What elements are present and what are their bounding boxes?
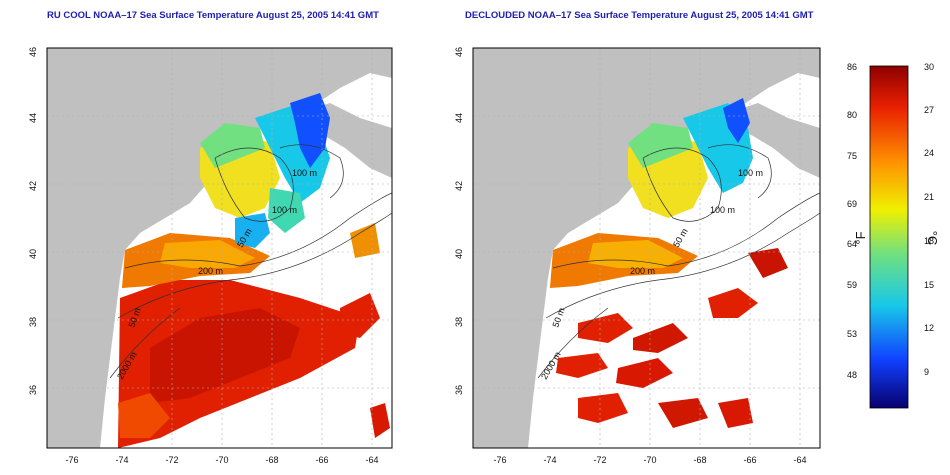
celsius-tick: 9 — [924, 367, 929, 377]
land-mass — [473, 48, 820, 448]
lon-tick-label: -70 — [643, 455, 656, 465]
contour-label: 100 m — [738, 168, 763, 178]
celsius-tick: 15 — [924, 280, 934, 290]
land-mass — [47, 48, 392, 448]
lon-tick-label: -76 — [65, 455, 78, 465]
lon-tick-label: -66 — [315, 455, 328, 465]
right-map-title: DECLOUDED NOAA–17 Sea Surface Temperatur… — [465, 10, 814, 21]
lon-tick-label: -68 — [693, 455, 706, 465]
celsius-tick: 12 — [924, 323, 934, 333]
lat-tick-label: 40 — [28, 249, 38, 259]
lat-tick-label: 38 — [454, 317, 464, 327]
lon-tick-label: -74 — [543, 455, 556, 465]
sst-field — [118, 93, 390, 448]
fahrenheit-tick: 80 — [847, 110, 857, 120]
lat-tick-label: 36 — [454, 385, 464, 395]
map-frame — [46, 47, 393, 449]
celsius-tick: 27 — [924, 105, 934, 115]
lon-tick-label: -72 — [593, 455, 606, 465]
fahrenheit-tick: 59 — [847, 280, 857, 290]
celsius-axis-label: °C — [925, 231, 940, 246]
lon-tick-label: -64 — [365, 455, 378, 465]
bathymetry-contours — [109, 144, 392, 379]
contour-label: 100 m — [710, 205, 735, 215]
celsius-tick: 24 — [924, 148, 934, 158]
fahrenheit-tick: 48 — [847, 370, 857, 380]
contour-label: 200 m — [198, 266, 223, 276]
map-frame — [472, 47, 821, 449]
temperature-colorbar: 86 80 75 69 64 59 53 48 30 27 24 21 18 1… — [847, 62, 940, 409]
lat-tick-label: 38 — [28, 317, 38, 327]
fahrenheit-tick: 86 — [847, 62, 857, 72]
lon-tick-label: -76 — [493, 455, 506, 465]
left-map-title: RU COOL NOAA–17 Sea Surface Temperature … — [47, 10, 379, 21]
sst-field-declouded — [550, 98, 788, 428]
fahrenheit-tick: 69 — [847, 199, 857, 209]
lat-tick-label: 44 — [454, 113, 464, 123]
colorbar-gradient — [869, 65, 909, 409]
contour-label: 100 m — [272, 205, 297, 215]
fahrenheit-tick: 75 — [847, 151, 857, 161]
lat-tick-label: 44 — [28, 113, 38, 123]
lon-tick-label: -66 — [743, 455, 756, 465]
fahrenheit-tick: 64 — [847, 239, 857, 249]
bathymetry-contours — [537, 144, 820, 379]
celsius-tick: 18 — [924, 236, 934, 246]
lat-tick-label: 42 — [454, 181, 464, 191]
right-sst-map: 100 m 100 m 50 m 200 m 50 m 2000 m 46 44… — [454, 47, 821, 465]
fahrenheit-axis-label: °F — [853, 231, 868, 244]
fahrenheit-tick: 53 — [847, 329, 857, 339]
lon-tick-label: -64 — [793, 455, 806, 465]
lon-tick-label: -70 — [215, 455, 228, 465]
left-sst-map: 100 m 100 m 50 m 200 m 50 m 2000 m 46 44… — [28, 47, 393, 465]
celsius-tick: 21 — [924, 192, 934, 202]
lon-tick-label: -74 — [115, 455, 128, 465]
lat-tick-label: 46 — [454, 47, 464, 57]
contour-label: 200 m — [630, 266, 655, 276]
contour-label: 100 m — [292, 168, 317, 178]
lat-tick-label: 42 — [28, 181, 38, 191]
lon-tick-label: -72 — [165, 455, 178, 465]
lat-tick-label: 46 — [28, 47, 38, 57]
lat-tick-label: 40 — [454, 249, 464, 259]
celsius-tick: 30 — [924, 62, 934, 72]
lon-tick-label: -68 — [265, 455, 278, 465]
lat-tick-label: 36 — [28, 385, 38, 395]
